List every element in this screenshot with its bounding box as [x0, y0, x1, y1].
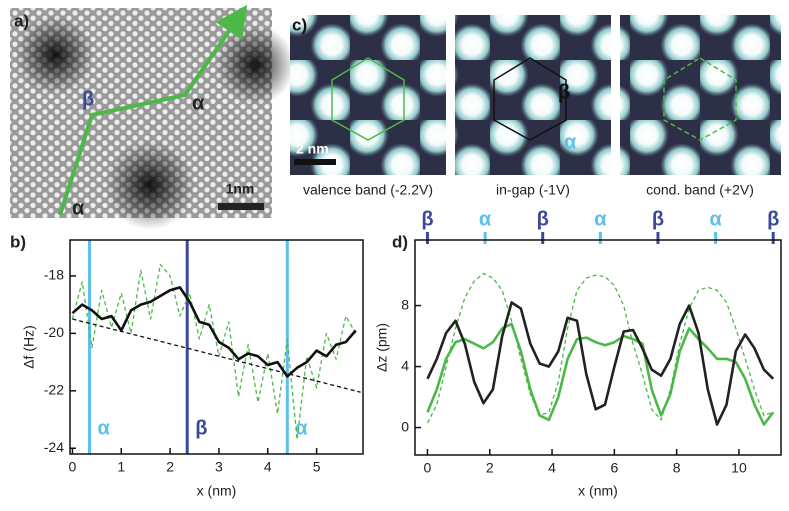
x-tick-label: 2	[486, 460, 494, 476]
x-tick-label: 8	[673, 460, 681, 476]
y-tick-label: 8	[401, 296, 409, 312]
y-tick-label: 4	[401, 357, 409, 373]
panel-label: c)	[292, 15, 307, 34]
stm-image	[620, 15, 781, 175]
panel-c: c) 2 nm β α valence band (-2.2V) in-gap …	[290, 15, 781, 198]
series-line	[71, 263, 357, 441]
y-tick-label: 0	[401, 418, 409, 434]
panel-label: a)	[14, 11, 29, 30]
x-tick-label: 1	[117, 459, 125, 475]
plot-frame	[414, 239, 782, 456]
annotation: β	[82, 88, 94, 110]
hexagon	[663, 57, 737, 141]
x-tick-label: 0	[424, 460, 432, 476]
y-tick-label: -20	[44, 324, 64, 340]
marker-label: β	[195, 417, 207, 439]
stm-image	[455, 15, 611, 175]
scale-bar-label: 1nm	[226, 181, 255, 197]
x-tick-label: 2	[166, 459, 174, 475]
path-arrow	[58, 4, 248, 216]
panel-label: b)	[10, 232, 26, 251]
x-tick-label: 10	[731, 460, 747, 476]
marker-label: α	[479, 208, 492, 230]
x-axis-label: x (nm)	[197, 483, 237, 499]
marker-label: β	[537, 208, 549, 230]
marker-label: β	[767, 208, 779, 230]
series-line	[71, 286, 357, 378]
marker-label: α	[98, 417, 111, 439]
x-tick-label: 6	[610, 460, 618, 476]
plot-frame	[69, 239, 364, 455]
marker-label: α	[594, 208, 607, 230]
series-line	[72, 318, 361, 393]
y-tick-label: -18	[44, 267, 64, 283]
panel-label: d)	[392, 232, 408, 251]
scale-bar	[218, 203, 264, 210]
annotation: α	[192, 92, 205, 114]
x-axis-label: x (nm)	[578, 483, 618, 499]
x-tick-label: 0	[69, 459, 77, 475]
image-feature	[15, 15, 95, 95]
image-feature	[215, 25, 295, 105]
x-tick-label: 3	[215, 459, 223, 475]
hexagon	[493, 57, 567, 141]
image-feature	[105, 140, 195, 230]
x-tick-label: 4	[264, 459, 272, 475]
marker-label: β	[421, 208, 433, 230]
annotation: α	[564, 131, 577, 153]
panel-a: a) β α α 1nm	[10, 4, 295, 230]
y-tick-label: -24	[44, 439, 64, 455]
annotation: α	[72, 197, 85, 219]
scale-bar	[294, 159, 336, 165]
series-line	[426, 272, 774, 424]
caption: cond. band (+2V)	[646, 182, 754, 198]
x-tick-label: 5	[313, 459, 321, 475]
scale-bar-label: 2 nm	[296, 141, 329, 157]
series-line	[426, 301, 775, 426]
caption: valence band (-2.2V)	[303, 182, 433, 198]
y-axis-label: Δf (Hz)	[21, 325, 37, 369]
y-tick-label: -22	[44, 382, 64, 398]
series-line	[426, 322, 775, 426]
x-tick-label: 4	[548, 460, 556, 476]
y-axis-label: Δz (pm)	[374, 323, 390, 372]
marker-label: β	[652, 208, 664, 230]
marker-label: α	[709, 208, 722, 230]
stm-image	[290, 15, 446, 175]
caption: in-gap (-1V)	[496, 182, 570, 198]
annotation: β	[558, 81, 570, 103]
hexagon	[331, 57, 405, 141]
